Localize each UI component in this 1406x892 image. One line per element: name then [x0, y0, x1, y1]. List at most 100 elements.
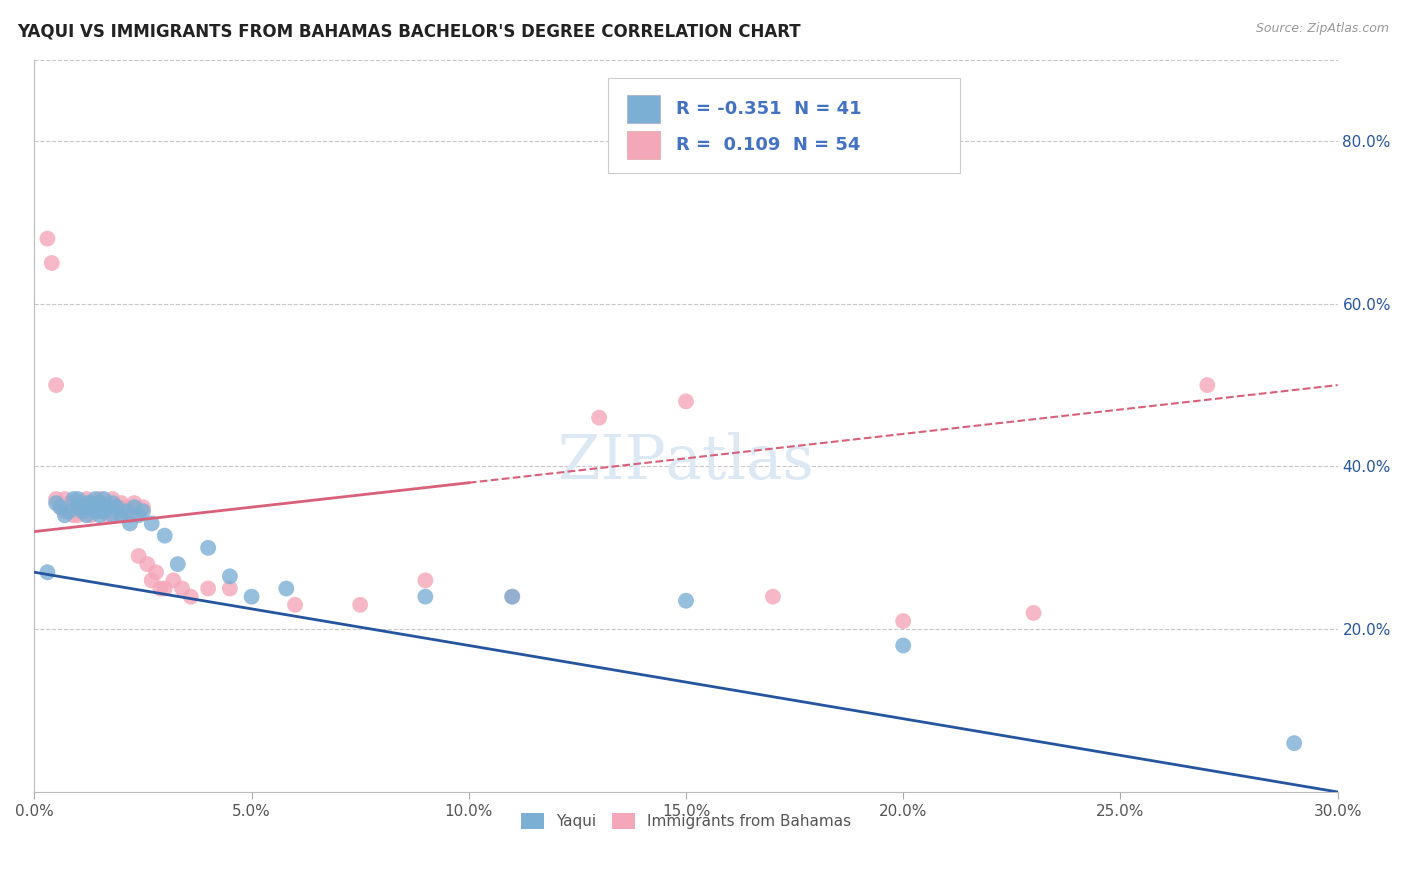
Point [58, 504, 80, 518]
Point [891, 614, 914, 628]
Point [197, 541, 219, 555]
Point [66, 491, 89, 506]
Point [76, 504, 98, 518]
Point [1022, 606, 1045, 620]
Point [114, 500, 136, 515]
Point [149, 582, 172, 596]
Text: YAQUI VS IMMIGRANTS FROM BAHAMAS BACHELOR'S DEGREE CORRELATION CHART: YAQUI VS IMMIGRANTS FROM BAHAMAS BACHELO… [17, 22, 800, 40]
Point [80, 508, 103, 523]
Point [415, 574, 437, 588]
Point [762, 590, 785, 604]
Point [76, 496, 98, 510]
Point [145, 566, 167, 580]
Point [84, 496, 107, 510]
Point [70, 500, 93, 515]
Point [93, 500, 115, 515]
Point [128, 549, 150, 563]
Point [93, 491, 115, 506]
Point [89, 508, 111, 523]
Point [62, 508, 84, 523]
FancyBboxPatch shape [627, 95, 659, 122]
Point [84, 491, 107, 506]
Point [166, 557, 188, 571]
Point [891, 639, 914, 653]
Point [45, 378, 67, 392]
Text: R =  0.109  N = 54: R = 0.109 N = 54 [675, 136, 860, 154]
Point [172, 582, 194, 596]
Point [70, 504, 93, 518]
Point [66, 496, 89, 510]
Point [118, 504, 141, 518]
Point [675, 394, 697, 409]
Point [76, 491, 98, 506]
Point [124, 496, 146, 510]
Point [276, 582, 298, 596]
Point [124, 500, 146, 515]
Point [41, 256, 63, 270]
Point [501, 590, 523, 604]
Point [49, 500, 72, 515]
Point [110, 508, 132, 523]
Point [1282, 736, 1305, 750]
Point [101, 496, 124, 510]
Point [53, 491, 76, 506]
FancyBboxPatch shape [607, 78, 960, 173]
Point [588, 410, 610, 425]
Point [66, 508, 89, 523]
Point [45, 496, 67, 510]
Point [110, 508, 132, 523]
Point [97, 508, 120, 523]
Text: ZIP​atlas: ZIP​atlas [558, 433, 814, 492]
Text: Source: ZipAtlas.com: Source: ZipAtlas.com [1256, 22, 1389, 36]
Point [218, 582, 240, 596]
Point [136, 557, 159, 571]
Point [89, 504, 111, 518]
FancyBboxPatch shape [627, 131, 659, 159]
Point [118, 516, 141, 531]
Point [105, 500, 128, 515]
Point [284, 598, 307, 612]
Point [62, 491, 84, 506]
Point [80, 500, 103, 515]
Legend: Yaqui, Immigrants from Bahamas: Yaqui, Immigrants from Bahamas [515, 807, 858, 836]
Point [58, 500, 80, 515]
Point [1197, 378, 1219, 392]
Point [197, 582, 219, 596]
Point [141, 516, 163, 531]
Text: R = -0.351  N = 41: R = -0.351 N = 41 [675, 100, 862, 118]
Point [53, 508, 76, 523]
Point [58, 496, 80, 510]
Point [118, 508, 141, 523]
Point [53, 504, 76, 518]
Point [128, 508, 150, 523]
Point [218, 569, 240, 583]
Point [110, 496, 132, 510]
Point [89, 491, 111, 506]
Point [84, 504, 107, 518]
Point [675, 593, 697, 607]
Point [132, 504, 155, 518]
Point [180, 590, 202, 604]
Point [45, 491, 67, 506]
Point [240, 590, 263, 604]
Point [153, 582, 176, 596]
Point [153, 528, 176, 542]
Point [49, 500, 72, 515]
Point [93, 504, 115, 518]
Point [101, 491, 124, 506]
Point [105, 500, 128, 515]
Point [501, 590, 523, 604]
Point [101, 504, 124, 518]
Point [132, 500, 155, 515]
Point [76, 508, 98, 523]
Point [37, 232, 59, 246]
Point [349, 598, 371, 612]
Point [162, 574, 184, 588]
Point [80, 496, 103, 510]
Point [93, 496, 115, 510]
Point [415, 590, 437, 604]
Point [89, 496, 111, 510]
Point [101, 508, 124, 523]
Point [141, 574, 163, 588]
Point [97, 500, 120, 515]
